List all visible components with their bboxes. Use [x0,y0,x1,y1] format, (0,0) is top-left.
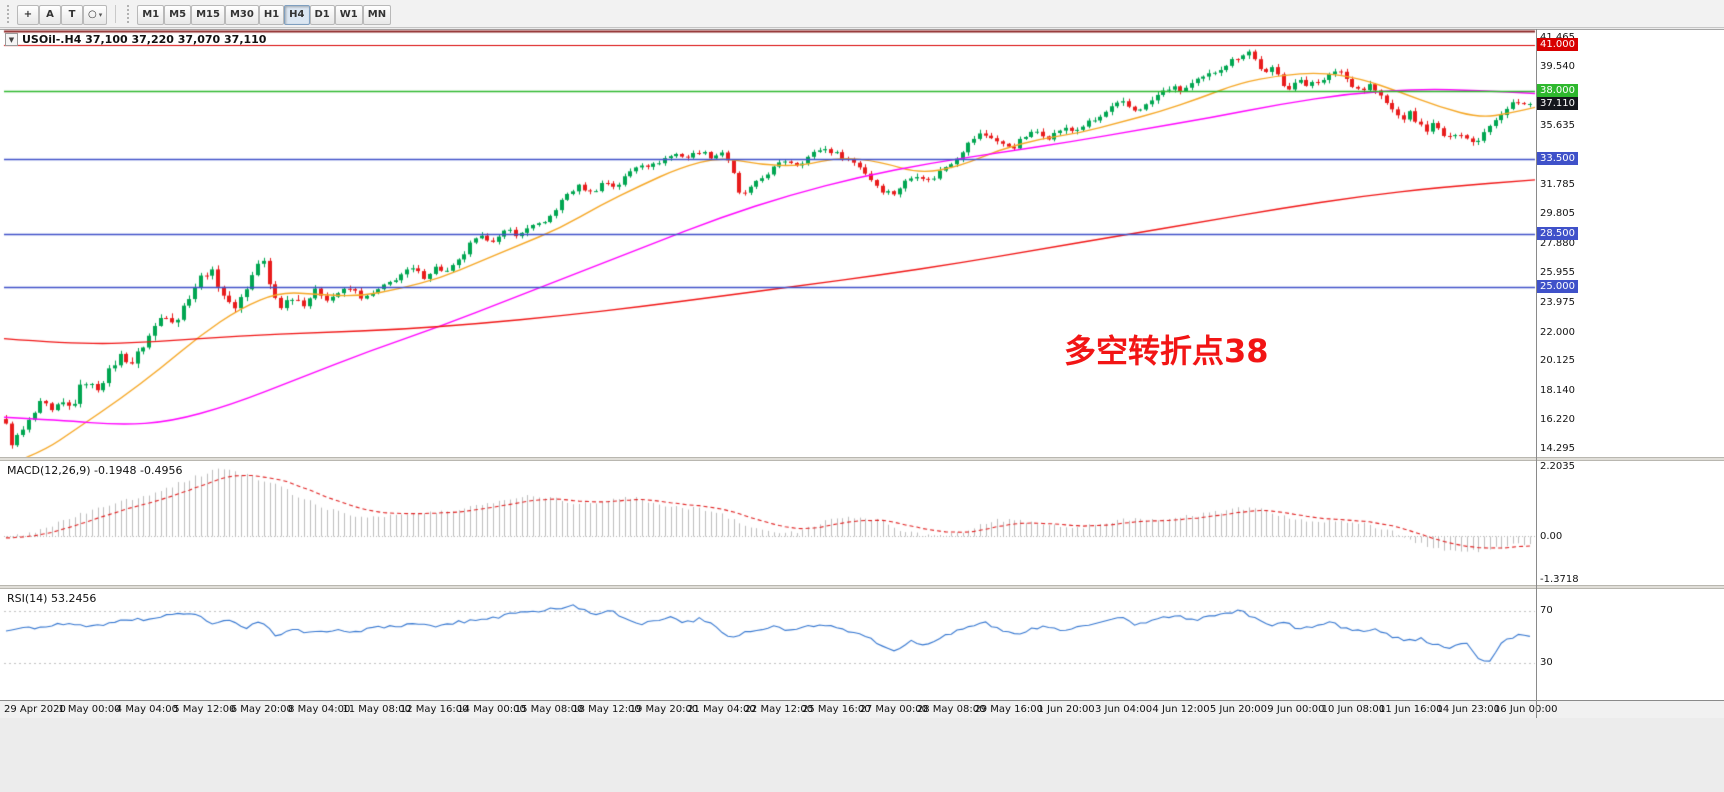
price-axis-tick: 29.805 [1540,208,1575,220]
price-axis-tick: 23.975 [1540,296,1575,308]
top-toolbar: + A T ○ ▾ M1 M5 M15 M30 H1 H4 D1 W1 MN [0,0,1724,28]
rsi-level-label: 70 [1540,605,1553,616]
current-price-badge: 37.110 [1537,96,1578,110]
chart-title-text: USOil-.H4 37,100 37,220 37,070 37,110 [22,33,267,46]
price-axis-tick: 39.540 [1540,61,1575,73]
timeframe-button-h1[interactable]: H1 [258,4,285,25]
macd-scale-label: -1.3718 [1540,573,1579,585]
price-axis-tick: 35.635 [1540,120,1575,132]
level-price-badge: 38.000 [1537,83,1578,97]
tool-button-shapes[interactable]: ○ ▾ [83,4,108,25]
crosshair-icon: + [23,9,33,21]
macd-scale-label: 0.00 [1540,530,1563,542]
level-price-badge: 41.000 [1537,38,1578,52]
toolbar-grip[interactable] [7,4,11,23]
macd-label: MACD(12,26,9) -0.1948 -0.4956 [7,464,183,477]
toolbar-separator [115,4,117,23]
price-axis[interactable]: 41.465 39.540 35.635 31.785 29.805 27.880 25.9… [1537,29,1724,700]
rsi-level-label: 30 [1540,657,1553,668]
timeframe-button-m30[interactable]: M30 [224,4,259,25]
text-icon: T [68,9,76,21]
timeframes-group: M1 M5 M15 M30 H1 H4 D1 W1 MN [137,2,392,25]
timeframe-button-m5[interactable]: M5 [164,4,192,25]
shapes-icon: ○ [88,9,97,21]
drawing-tools-group: + A T ○ ▾ [17,2,108,25]
price-axis-tick: 27.880 [1540,237,1575,249]
timeframe-button-m1[interactable]: M1 [137,4,165,25]
price-axis-tick: 20.125 [1540,354,1575,366]
timeframe-button-d1[interactable]: D1 [309,4,335,25]
rsi-label: RSI(14) 53.2456 [7,592,97,605]
chart-annotation-text[interactable]: 多空转折点38 [1064,332,1269,370]
macd-scale-label: 2.2035 [1540,460,1575,472]
level-price-badge: 25.000 [1537,280,1578,294]
timeframe-button-h4[interactable]: H4 [284,4,310,25]
price-axis-tick: 14.295 [1540,443,1575,455]
price-axis-separator [1536,29,1537,718]
text-label-icon: A [46,9,54,21]
price-axis-tick: 18.140 [1540,384,1575,396]
dropdown-arrow-icon: ▾ [98,10,103,19]
price-axis-tick: 41.465 [1540,32,1575,43]
price-axis-tick: 25.955 [1540,266,1575,278]
toolbar-grip[interactable] [127,4,131,23]
level-price-badge: 33.500 [1537,151,1578,165]
timeframe-button-m15[interactable]: M15 [191,4,225,25]
price-axis-tick: 31.785 [1540,178,1575,190]
timeframe-button-w1[interactable]: W1 [334,4,363,25]
timeframe-button-mn[interactable]: MN [362,4,392,25]
price-axis-tick: 16.220 [1540,414,1575,425]
tool-button-crosshair[interactable]: + [17,4,39,25]
chart-title: ▼ USOil-.H4 37,100 37,220 37,070 37,110 [5,33,266,46]
price-axis-tick: 22.000 [1540,326,1575,338]
symbol-dropdown-icon[interactable]: ▼ [5,33,18,46]
tool-button-text-label[interactable]: A [39,4,61,25]
level-price-badge: 28.500 [1537,227,1578,241]
tool-button-text[interactable]: T [61,4,83,25]
